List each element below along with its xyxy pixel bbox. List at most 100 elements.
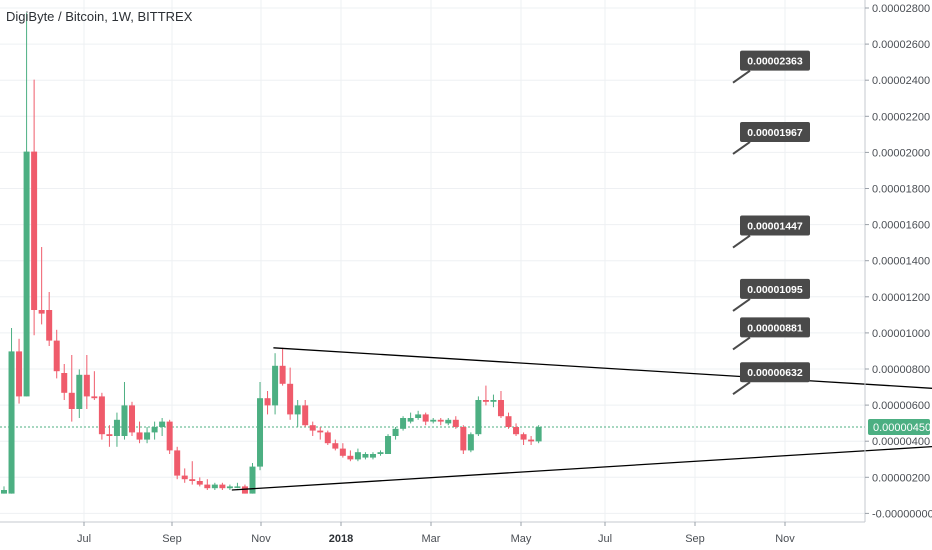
candle xyxy=(528,436,535,445)
candle xyxy=(377,450,384,456)
candle-body xyxy=(1,490,7,494)
chart-grid xyxy=(0,0,865,522)
candle xyxy=(475,396,482,436)
candle-body xyxy=(362,454,369,458)
candle-body xyxy=(16,351,23,397)
candle xyxy=(309,421,316,436)
candle xyxy=(369,452,376,460)
candle xyxy=(226,484,233,490)
y-tick-label: 0.00000200 xyxy=(872,472,930,484)
candle-body xyxy=(339,448,346,456)
trend-lines-layer[interactable] xyxy=(231,347,932,491)
candle xyxy=(98,392,105,440)
x-tick-label: Nov xyxy=(775,533,795,545)
candle-body xyxy=(324,432,331,444)
y-tick-label: 0.00001200 xyxy=(872,292,930,304)
candle-body xyxy=(113,419,120,436)
label-pointer xyxy=(732,234,751,249)
candle xyxy=(415,410,422,420)
candle-body xyxy=(181,475,188,480)
price-level-label[interactable]: 0.00001967 xyxy=(732,121,810,155)
candle-body xyxy=(61,373,68,393)
candle-body xyxy=(505,416,512,427)
candle-body xyxy=(204,484,211,489)
candle-body xyxy=(53,340,60,372)
candle-body xyxy=(407,418,414,422)
candle xyxy=(16,338,23,404)
candle-body xyxy=(129,405,136,433)
candle xyxy=(196,477,203,487)
candle-body xyxy=(437,419,444,422)
x-tick-label: Mar xyxy=(422,533,441,545)
y-tick-label: 0.00000800 xyxy=(872,364,930,376)
candle-body xyxy=(249,466,256,494)
candle-body xyxy=(106,434,113,436)
y-tick-label: 0.00001400 xyxy=(872,256,930,268)
candle xyxy=(302,400,309,427)
x-tick-label: Sep xyxy=(685,533,705,545)
x-tick-label: May xyxy=(511,533,532,545)
y-tick-label: 0.00000600 xyxy=(872,400,930,412)
candle xyxy=(53,329,60,379)
x-axis[interactable]: Jul Sep Nov 2018 Mar May Jul Sep Nov xyxy=(77,522,795,545)
candle xyxy=(46,292,53,346)
candle xyxy=(407,412,414,424)
candle-body xyxy=(317,430,324,433)
label-pointer xyxy=(732,69,751,84)
candle xyxy=(144,427,151,444)
candle-body xyxy=(159,421,166,427)
candle xyxy=(219,482,226,490)
candle xyxy=(211,482,218,490)
candle-body xyxy=(46,310,53,341)
price-level-label[interactable]: 0.00001095 xyxy=(732,278,810,312)
price-level-label[interactable]: 0.00001447 xyxy=(732,215,810,249)
trend-line[interactable] xyxy=(273,347,932,397)
candle-body xyxy=(189,479,196,481)
candle-body xyxy=(76,374,83,409)
candle-body xyxy=(136,432,143,440)
candle-body xyxy=(23,151,30,397)
candle-body xyxy=(151,427,158,433)
candle xyxy=(279,347,286,386)
label-value: 0.00001967 xyxy=(747,127,803,139)
last-price-value: 0.00000450 xyxy=(873,422,931,434)
candle-body xyxy=(196,481,203,485)
candle xyxy=(121,382,128,440)
price-labels-layer[interactable]: 0.00002363 0.00001967 0.00001447 0.00001095… xyxy=(732,50,810,396)
candle xyxy=(174,446,181,480)
candle-body xyxy=(98,396,105,435)
price-level-label[interactable]: 0.00000881 xyxy=(732,317,810,351)
label-value: 0.00001095 xyxy=(747,284,803,296)
candle xyxy=(106,425,113,447)
y-tick-label: 0.00002200 xyxy=(872,111,930,123)
candle-body xyxy=(287,383,294,415)
candle xyxy=(129,401,136,436)
candle-body xyxy=(38,310,45,314)
candle xyxy=(430,418,437,424)
candle xyxy=(317,427,324,440)
y-tick-label: 0.00000400 xyxy=(872,436,930,448)
candle xyxy=(294,400,301,427)
candle xyxy=(505,412,512,429)
trend-line[interactable] xyxy=(231,427,932,491)
candle-body xyxy=(91,396,98,399)
price-level-label[interactable]: 0.00000632 xyxy=(732,362,810,396)
candle xyxy=(272,353,279,415)
candle xyxy=(437,418,444,426)
candle-body xyxy=(226,486,233,489)
y-axis[interactable]: 0.00002800 0.00002600 0.00002400 0.00002200… xyxy=(865,3,932,520)
candle-body xyxy=(452,419,459,427)
price-level-label[interactable]: 0.00002363 xyxy=(732,50,810,84)
candle xyxy=(61,364,68,400)
candle xyxy=(1,486,7,494)
candle-body xyxy=(497,400,504,417)
y-tick-label: -0.00000000 xyxy=(872,508,932,520)
candle-body xyxy=(528,439,535,442)
candle-body xyxy=(174,450,181,476)
candle xyxy=(460,425,467,454)
candle xyxy=(136,421,143,444)
candle xyxy=(490,394,497,408)
candle-body xyxy=(392,428,399,436)
y-tick-label: 0.00002600 xyxy=(872,39,930,51)
